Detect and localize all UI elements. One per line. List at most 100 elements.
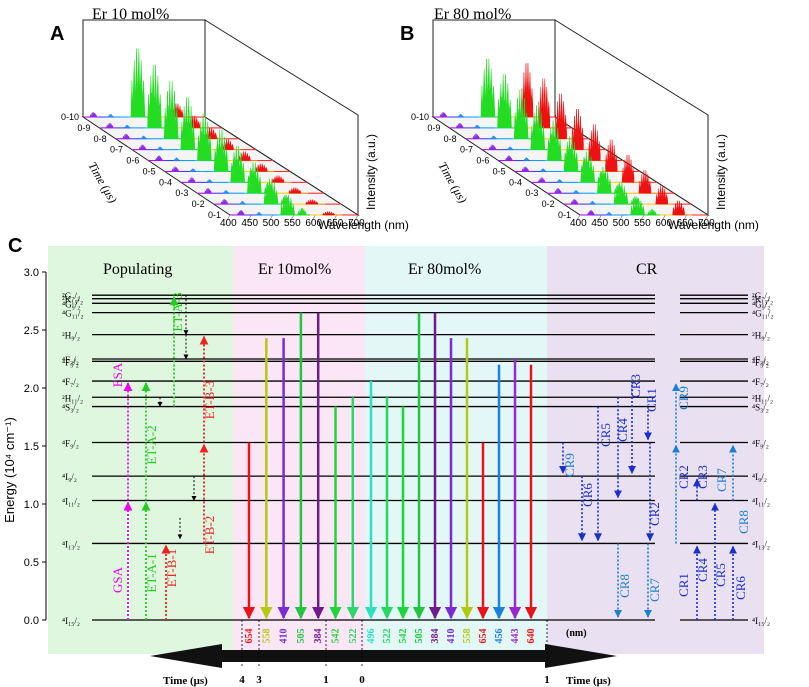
y-tick-label: 2.0	[24, 383, 39, 395]
spectrum-peak	[171, 166, 180, 172]
y-tick-label: 1.0	[24, 499, 39, 511]
level-label-right: ⁴I₁₃/₂	[752, 539, 770, 549]
y-tick-label: 0.5	[24, 557, 39, 569]
emission-wavelength-label: 456	[494, 629, 505, 644]
x-grid-line	[597, 214, 602, 223]
level-labels: ⁴I₁₅/₂ ⁴I₁₅/₂ ⁴I₁₃/₂ ⁴I₁₃/₂ ⁴I₁₁/₂ ⁴I₁₁/₂ ⁴I₉/…	[62, 291, 774, 626]
time-tick: 0-10	[411, 112, 429, 122]
spectrum-peak	[630, 197, 645, 216]
er10-region	[233, 246, 365, 654]
spectrum-peak	[122, 133, 130, 140]
level-label-left: ⁴G₁₁/₂	[62, 309, 84, 319]
spectrum-peak	[123, 124, 131, 129]
level-label-left: ⁴S₃/₂	[62, 403, 79, 413]
x-grid-line	[268, 214, 273, 223]
cr-label: CR8	[617, 574, 632, 598]
spectrum-peak	[239, 201, 246, 205]
spectrum-peak	[163, 81, 179, 140]
et-a-3-label: ET-A-3	[170, 292, 185, 331]
emission-wavelength-label: 443	[510, 629, 521, 644]
emission-wavelength-label: 522	[348, 629, 359, 644]
cr-label: CR7	[647, 578, 662, 602]
spectrum-peak	[156, 146, 164, 150]
spectrum-peak	[563, 136, 579, 172]
time-tick: 0-5	[493, 166, 506, 176]
spectrum-peak	[523, 157, 530, 161]
timeline-tick-label: 1	[544, 674, 550, 686]
emission-wavelength-label: 505	[414, 629, 425, 644]
emission-wavelength-label: 558	[462, 629, 473, 644]
spectrum-peak	[504, 155, 513, 161]
level-label-left: ²K₁₅/₂	[62, 295, 83, 305]
spectrum-peak	[539, 168, 547, 172]
cr-label: CR9	[562, 453, 577, 477]
level-label-left: ⁴F₅/₂	[62, 357, 79, 367]
cr-label: CR8	[736, 510, 751, 534]
level-label-left: ²G₇/₂	[62, 291, 80, 301]
spectrum-peak	[647, 208, 657, 216]
level-label-left: ²H₁₁/₂	[62, 393, 83, 403]
panel-a-time-label: Time (μs)	[85, 160, 120, 206]
spectrum-peak	[263, 178, 279, 205]
x-grid-line	[682, 214, 687, 223]
panel-a-title: Er 10 mol%	[92, 6, 169, 23]
time-tick: 0-3	[175, 188, 188, 198]
timeline-left-label: Time (μs)	[163, 675, 208, 687]
emission-wavelength-label: 505	[296, 629, 307, 644]
spectrum-peak	[457, 113, 464, 118]
y-tick-label: 1.5	[24, 441, 39, 453]
x-grid-line	[225, 214, 231, 223]
spectrum-peak	[107, 113, 114, 118]
level-label-right: ⁴I₉/₂	[752, 472, 767, 482]
panel-b-letter: B	[400, 23, 414, 45]
spectrum-peak	[187, 177, 196, 183]
spectrum-peak	[490, 135, 497, 140]
cr-label: CR4	[695, 558, 710, 582]
x-tick: 450	[241, 218, 258, 229]
time-tick: 0-8	[94, 134, 107, 144]
level-label-left: ⁴I₁₅/₂	[62, 616, 80, 626]
timeline-arrow	[150, 644, 617, 668]
cr-region	[547, 246, 764, 654]
spectrum-peak	[589, 201, 596, 205]
spectrum-peak	[180, 97, 196, 150]
x-grid-line	[618, 214, 623, 223]
er80-title: Er 80mol%	[408, 261, 481, 278]
cr-label: CR2	[647, 502, 662, 526]
panel-b-time-label: Time (μs)	[435, 160, 470, 206]
level-label-left: ²H₉/₂	[62, 331, 80, 341]
et-b-3-label: ET-B-3	[202, 381, 217, 420]
spectrum-peak	[572, 190, 579, 194]
emission-wavelength-label: 640	[526, 629, 537, 644]
spectrum-peak	[630, 196, 640, 205]
cr-label: CR4	[615, 418, 630, 442]
panel-b: B Er 80 mol% 0-100-90-80-70-60-50-40-30-…	[400, 6, 759, 232]
nm-unit-label: (nm)	[566, 628, 587, 639]
level-label-right: ⁴S₃/₂	[752, 403, 769, 413]
spectrum-peak	[247, 162, 262, 194]
panel-a-spectra	[83, 48, 358, 216]
er80-region	[365, 246, 547, 654]
x-grid-line	[311, 214, 316, 223]
timeline-tick-label: 3	[256, 674, 262, 686]
level-label-right: ⁴I₁₅/₂	[752, 616, 770, 626]
panel-c: C Populating Er 10mol% Er 80mol% CR 0.00…	[2, 235, 774, 687]
spectrum-peak	[521, 166, 530, 172]
cr-label: CR9	[676, 386, 691, 410]
cr-label: CR1	[644, 388, 659, 412]
timeline-tick-label: 4	[239, 674, 245, 686]
level-label-right: ⁴F₉/₂	[752, 439, 769, 449]
spectrum-peak	[206, 179, 213, 183]
x-tick: 700	[348, 218, 365, 229]
spectrum-peak	[586, 210, 595, 216]
cr-label: CR3	[695, 465, 710, 489]
timeline-right-label: Time (μs)	[566, 675, 611, 687]
time-tick: 0-2	[192, 199, 205, 209]
spectrum-peak	[497, 74, 512, 129]
y-tick-label: 0.0	[24, 615, 39, 627]
